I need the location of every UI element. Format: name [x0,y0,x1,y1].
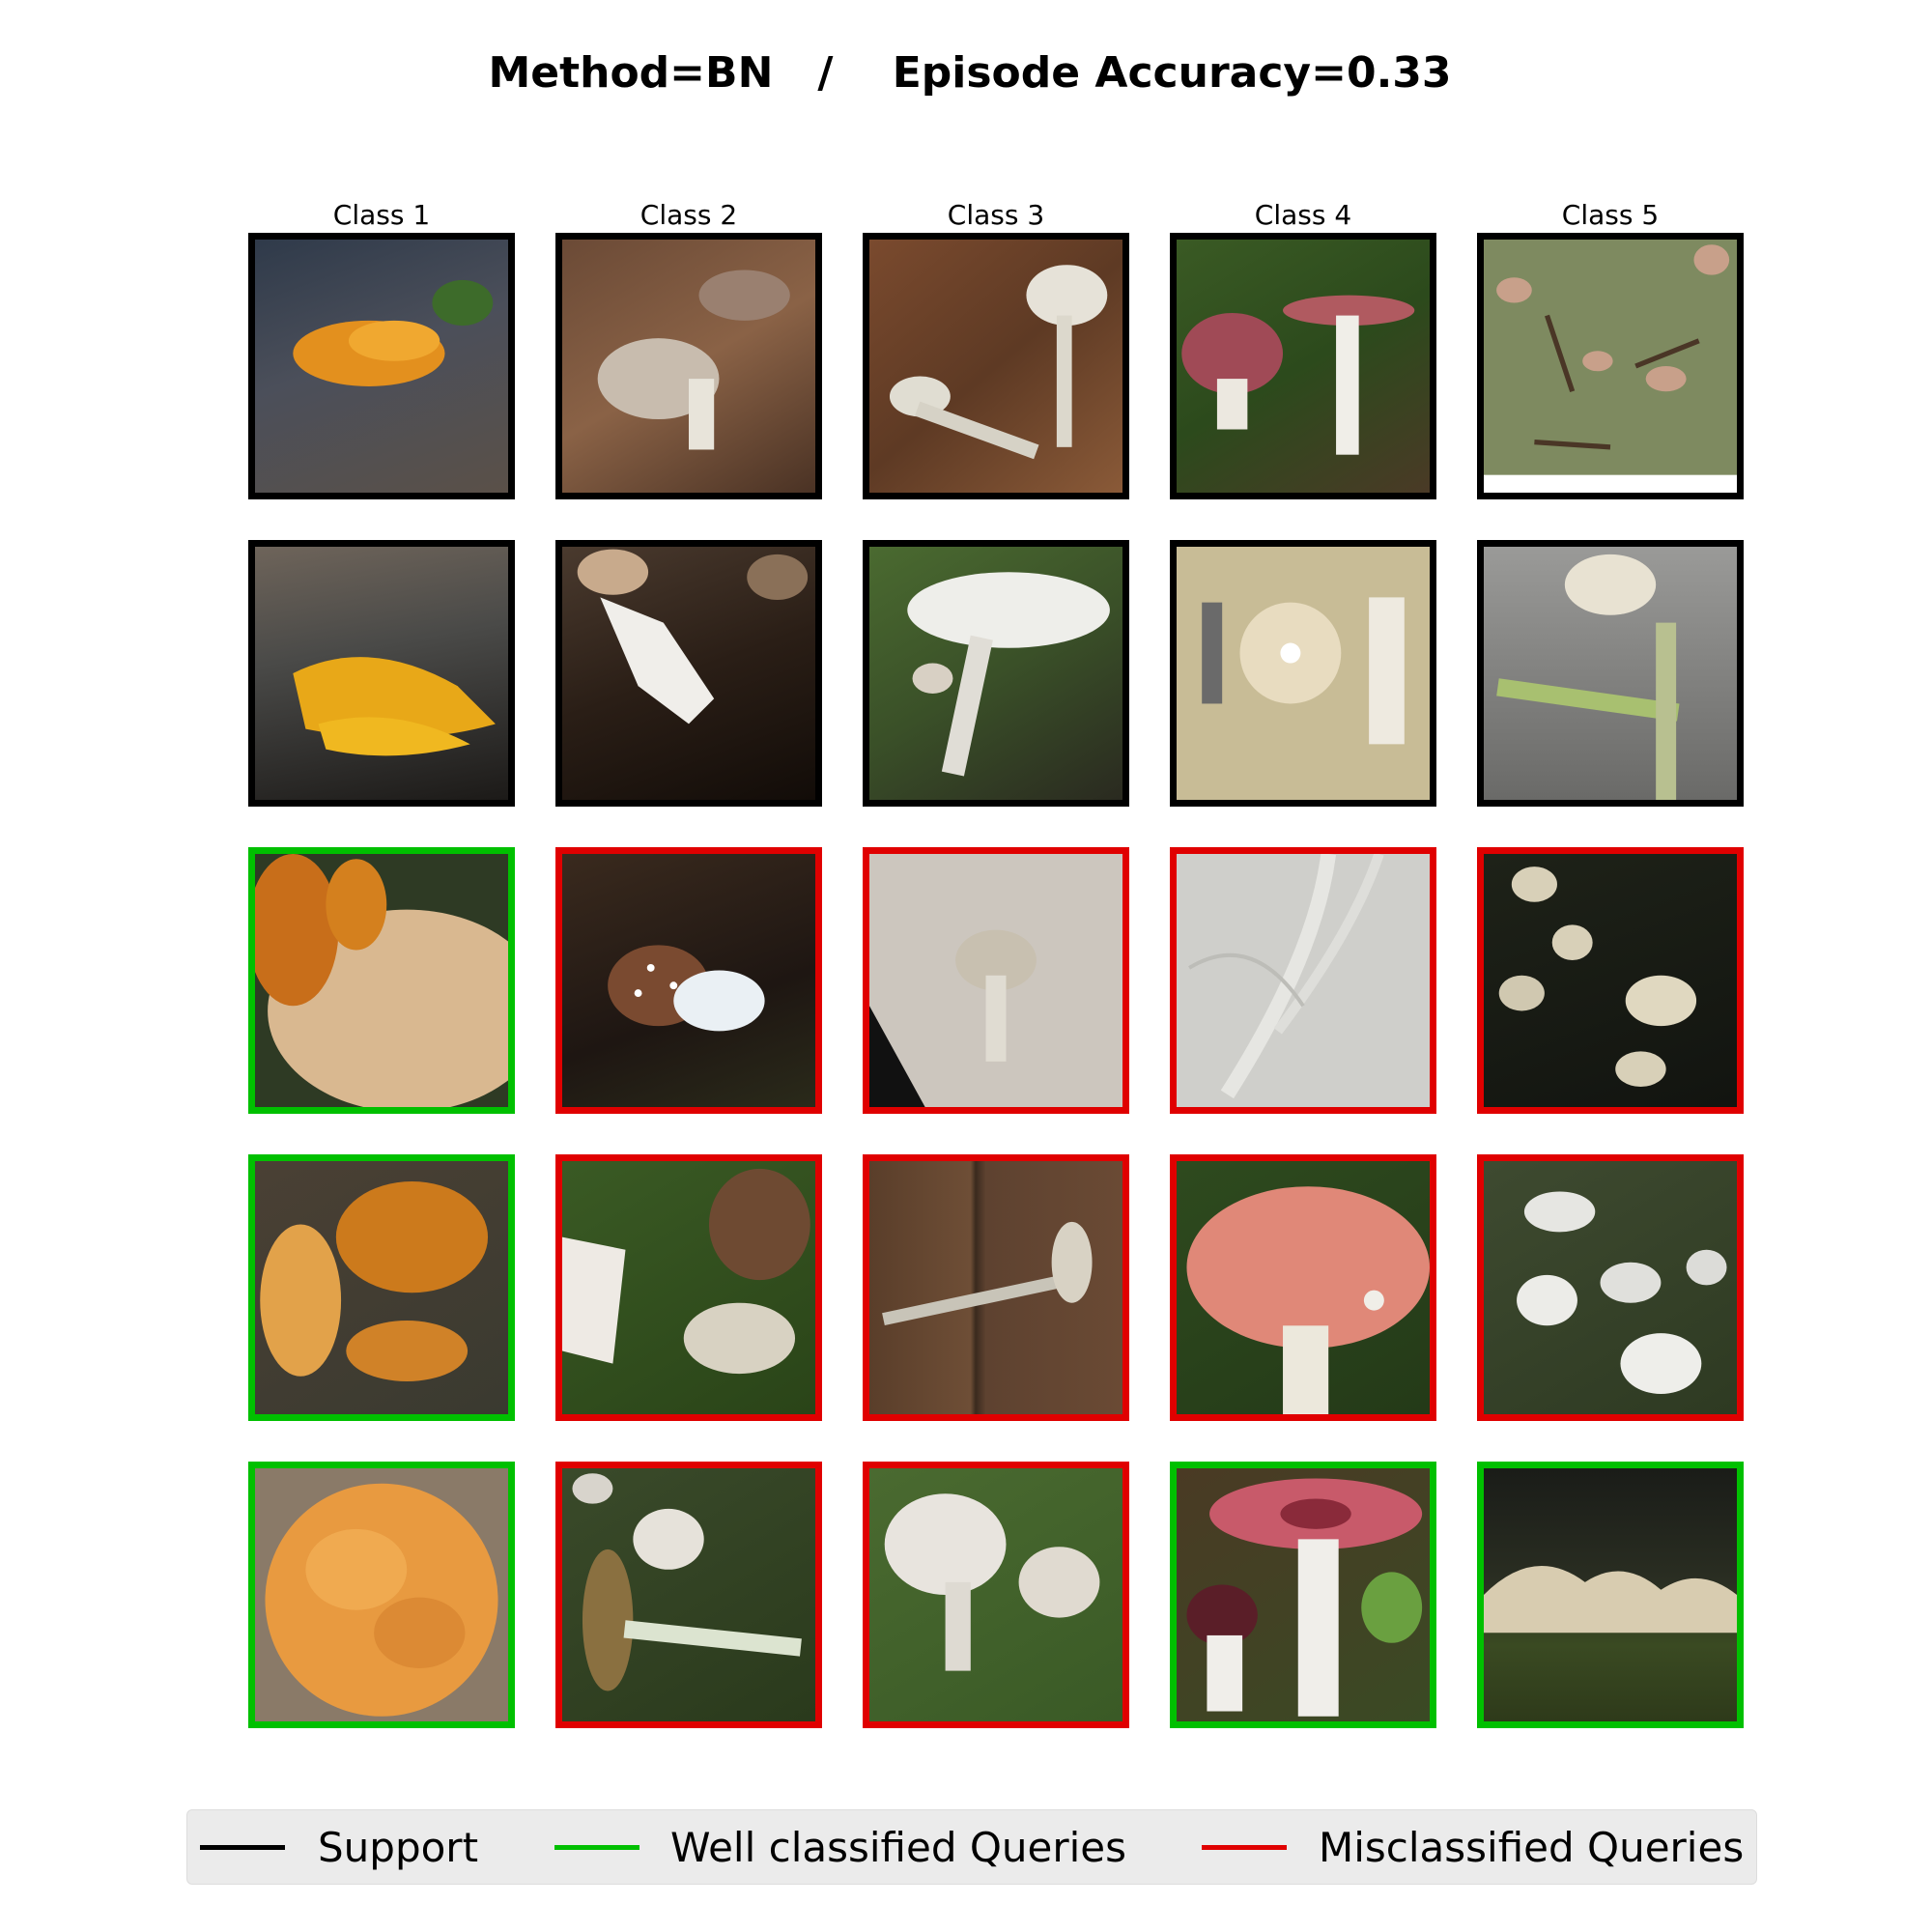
column-label-class-4: Class 4 [1254,199,1352,231]
query-image-class-4-a [1170,847,1436,1114]
support-image-class-5-a [1477,233,1744,499]
legend-mis-label: Misclassified Queries [1319,1824,1745,1871]
query-image-class-4-c [1170,1462,1436,1728]
query-image-class-2-b [555,1154,822,1421]
query-image-class-5-a [1477,847,1744,1114]
legend-well-swatch [554,1845,639,1850]
column-label-class-1: Class 1 [332,199,431,231]
legend-mis-swatch [1202,1845,1287,1850]
legend: Support Well classified Queries Misclass… [186,1809,1757,1885]
query-image-class-3-a [863,847,1129,1114]
support-image-class-2-b [555,540,822,807]
column-label-class-5: Class 5 [1561,199,1660,231]
support-image-class-4-b [1170,540,1436,807]
support-image-class-5-b [1477,540,1744,807]
query-image-class-2-a [555,847,822,1114]
support-image-class-3-a [863,233,1129,499]
query-image-class-1-b [248,1154,515,1421]
support-image-class-3-b [863,540,1129,807]
support-image-class-1-b [248,540,515,807]
figure-title: Method=BN / Episode Accuracy=0.33 [488,48,1452,98]
support-image-class-1-a [248,233,515,499]
legend-support-swatch [200,1845,285,1850]
support-image-class-2-a [555,233,822,499]
column-label-class-2: Class 2 [639,199,738,231]
query-image-class-2-c [555,1462,822,1728]
query-image-class-3-b [863,1154,1129,1421]
legend-support-label: Support [318,1824,479,1871]
query-image-class-3-c [863,1462,1129,1728]
query-image-class-1-a [248,847,515,1114]
query-image-class-5-c [1477,1462,1744,1728]
support-image-class-4-a [1170,233,1436,499]
query-image-class-5-b [1477,1154,1744,1421]
query-image-class-1-c [248,1462,515,1728]
column-label-class-3: Class 3 [947,199,1045,231]
legend-well-label: Well classified Queries [670,1824,1127,1871]
query-image-class-4-b [1170,1154,1436,1421]
